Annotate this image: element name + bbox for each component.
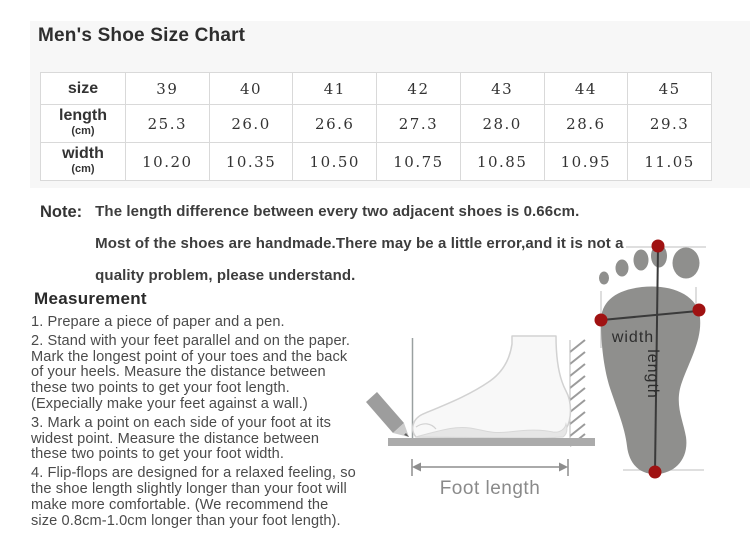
foot-profile [411, 335, 572, 439]
length-cell: 28.0 [459, 104, 545, 143]
row-label-text: length [59, 107, 107, 124]
footprint-sole [600, 286, 701, 475]
size-column-39: 39 [125, 72, 210, 105]
footprint-illustration: width length [594, 239, 706, 479]
foot-sole [415, 422, 568, 439]
width-cell: 10.85 [459, 142, 545, 181]
note-label: Note: [40, 203, 83, 221]
width-label: width [611, 329, 654, 346]
measurement-step-2: 2. Stand with your feet parallel and on … [31, 332, 350, 412]
measurement-instructions: 1. Prepare a piece of paper and a pen. 2… [31, 314, 435, 532]
measurement-step-4: 4. Flip-flops are designed for a relaxed… [31, 465, 356, 529]
toe-cap-line [415, 423, 437, 430]
width-cell: 10.50 [292, 142, 378, 181]
wall-hatch [569, 339, 586, 447]
width-cell: 10.75 [376, 142, 461, 181]
length-row: length (cm) 25.3 26.0 26.6 27.3 28.0 28.… [40, 104, 712, 143]
size-column-44: 44 [543, 72, 629, 105]
note-section: Note: The length difference between ever… [40, 196, 624, 292]
foot-length-arrow [411, 459, 569, 476]
measurement-diagram: Foot length width [366, 239, 706, 499]
length-cell: 25.3 [125, 104, 210, 143]
pencil-icon [366, 392, 409, 437]
width-row: width (cm) 10.20 10.35 10.50 10.75 10.85… [40, 142, 712, 181]
width-cell: 11.05 [627, 142, 712, 181]
length-cell: 27.3 [376, 104, 461, 143]
marker-dot-top [651, 239, 665, 253]
row-unit-text: (cm) [71, 125, 95, 137]
foot-length-label: Foot length [440, 478, 541, 499]
measurement-step-1: 1. Prepare a piece of paper and a pen. [31, 314, 285, 330]
length-cell: 26.0 [208, 104, 294, 143]
width-cell: 10.35 [208, 142, 294, 181]
footprint-toes [599, 244, 700, 285]
measurement-step-3: 3. Mark a point on each side of your foo… [31, 414, 332, 463]
size-column-41: 41 [292, 72, 378, 105]
measurement-heading: Measurement [34, 289, 147, 308]
length-line [654, 246, 659, 473]
width-line [601, 310, 699, 321]
width-cell: 10.20 [125, 142, 210, 181]
row-label-text: width [62, 145, 104, 162]
foot-side-view-illustration: Foot length [366, 335, 595, 499]
size-column-40: 40 [208, 72, 294, 105]
length-label: length [644, 349, 661, 399]
length-cell: 29.3 [627, 104, 712, 143]
table-header-row: size 39 40 41 42 43 44 45 [40, 72, 712, 105]
ground-line [388, 438, 595, 446]
size-chart-table: size 39 40 41 42 43 44 45 length (cm) 25… [40, 72, 712, 181]
marker-dot-right [692, 303, 706, 317]
size-column-43: 43 [459, 72, 545, 105]
row-unit-text: (cm) [71, 163, 95, 175]
length-row-label: length (cm) [40, 104, 126, 143]
marker-dot-bottom [648, 465, 662, 479]
page-title: Men's Shoe Size Chart [38, 25, 246, 46]
marker-dot-left [594, 313, 608, 327]
size-column-45: 45 [627, 72, 712, 105]
length-cell: 28.6 [543, 104, 629, 143]
length-cell: 26.6 [292, 104, 378, 143]
marker-dots [594, 239, 706, 479]
size-header-cell: size [40, 72, 126, 105]
width-cell: 10.95 [543, 142, 629, 181]
width-row-label: width (cm) [40, 142, 126, 181]
note-text: The length difference between every two … [95, 203, 624, 284]
size-column-42: 42 [376, 72, 461, 105]
